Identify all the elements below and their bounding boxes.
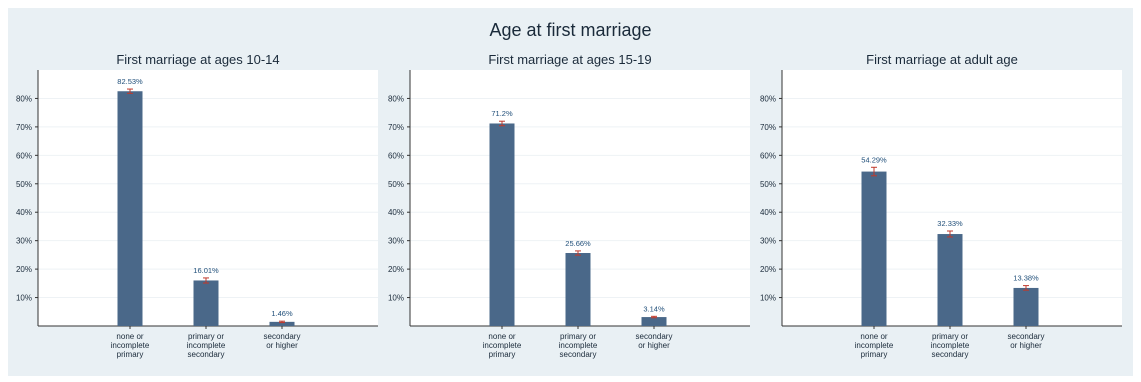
x-tick-label: primary — [117, 350, 144, 359]
bar — [193, 280, 219, 326]
y-tick-label: 60% — [760, 151, 776, 160]
data-label: 71.2% — [491, 109, 513, 118]
x-tick-label: incomplete — [483, 341, 522, 350]
y-tick-label: 10% — [760, 294, 776, 303]
x-tick-label: secondary — [264, 332, 301, 341]
bar — [269, 321, 295, 326]
y-tick-label: 70% — [760, 123, 776, 132]
x-tick-label: incomplete — [931, 341, 970, 350]
y-tick-label: 50% — [388, 180, 404, 189]
panel-title-2: First marriage at ages 15-19 — [488, 52, 652, 67]
data-label: 3.14% — [643, 304, 665, 313]
bar — [489, 123, 515, 326]
y-tick-label: 20% — [388, 265, 404, 274]
y-tick-label: 50% — [760, 180, 776, 189]
bar-charts-svg: 10%20%30%40%50%60%70%80%82.53%none orinc… — [16, 70, 1122, 359]
x-tick-label: none or — [488, 332, 515, 341]
x-tick-label: incomplete — [855, 341, 894, 350]
x-tick-label: or higher — [266, 341, 298, 350]
x-tick-label: incomplete — [187, 341, 226, 350]
data-label: 13.38% — [1013, 274, 1039, 283]
x-tick-label: secondary — [932, 350, 969, 359]
y-tick-label: 10% — [16, 294, 32, 303]
bar — [565, 253, 591, 326]
y-tick-label: 30% — [388, 237, 404, 246]
x-tick-label: primary or — [188, 332, 224, 341]
y-tick-label: 40% — [388, 208, 404, 217]
figure-frame: Age at first marriage First marriage at … — [8, 8, 1133, 376]
x-tick-label: incomplete — [111, 341, 150, 350]
x-tick-label: secondary — [560, 350, 597, 359]
bar — [937, 234, 963, 326]
data-label: 32.33% — [937, 219, 963, 228]
y-tick-label: 80% — [16, 94, 32, 103]
x-tick-label: secondary — [636, 332, 673, 341]
figure-title: Age at first marriage — [489, 20, 652, 40]
bar — [861, 171, 887, 326]
x-tick-label: primary — [861, 350, 888, 359]
data-label: 25.66% — [565, 239, 591, 248]
bar — [641, 317, 667, 326]
y-tick-label: 40% — [16, 208, 32, 217]
y-tick-label: 40% — [760, 208, 776, 217]
x-tick-label: primary or — [932, 332, 968, 341]
panel-title-3: First marriage at adult age — [866, 52, 1018, 67]
y-tick-label: 30% — [16, 237, 32, 246]
y-tick-label: 10% — [388, 294, 404, 303]
y-tick-label: 50% — [16, 180, 32, 189]
y-tick-label: 20% — [16, 265, 32, 274]
y-tick-label: 60% — [16, 151, 32, 160]
y-tick-label: 70% — [16, 123, 32, 132]
bar — [1013, 287, 1039, 326]
data-label: 82.53% — [117, 77, 143, 86]
y-tick-label: 60% — [388, 151, 404, 160]
y-tick-label: 20% — [760, 265, 776, 274]
data-label: 54.29% — [861, 155, 887, 164]
y-tick-label: 30% — [760, 237, 776, 246]
data-label: 1.46% — [271, 309, 293, 318]
data-label: 16.01% — [193, 266, 219, 275]
x-tick-label: or higher — [638, 341, 670, 350]
x-tick-label: secondary — [1008, 332, 1045, 341]
x-tick-label: secondary — [188, 350, 225, 359]
x-tick-label: none or — [116, 332, 143, 341]
x-tick-label: none or — [860, 332, 887, 341]
y-tick-label: 70% — [388, 123, 404, 132]
x-tick-label: primary — [489, 350, 516, 359]
x-tick-label: primary or — [560, 332, 596, 341]
bar — [117, 91, 143, 326]
x-tick-label: incomplete — [559, 341, 598, 350]
y-tick-label: 80% — [760, 94, 776, 103]
y-tick-label: 80% — [388, 94, 404, 103]
panel-title-1: First marriage at ages 10-14 — [116, 52, 280, 67]
x-tick-label: or higher — [1010, 341, 1042, 350]
